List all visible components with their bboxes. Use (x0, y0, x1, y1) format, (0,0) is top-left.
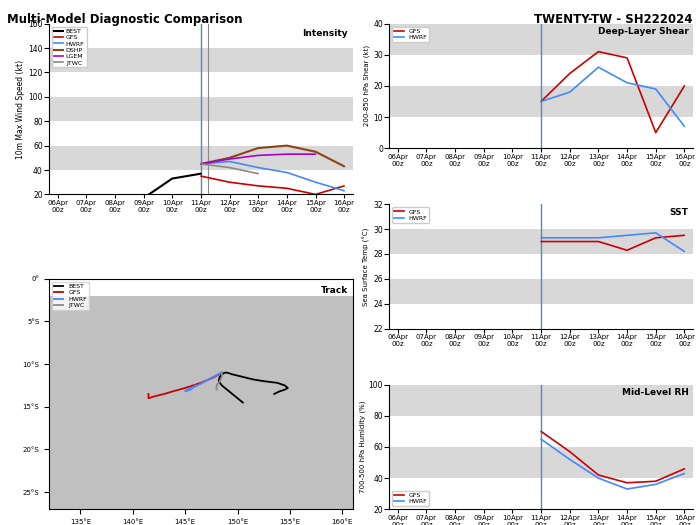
Y-axis label: 700-500 hPa Humidity (%): 700-500 hPa Humidity (%) (359, 401, 365, 493)
Bar (389, 86, 693, 117)
Bar (49, 145, 353, 170)
Text: Mid-Level RH: Mid-Level RH (622, 388, 688, 397)
Bar (49, 97, 353, 121)
Text: TWENTY-TW - SH222024: TWENTY-TW - SH222024 (535, 13, 693, 26)
Y-axis label: 10m Max Wind Speed (kt): 10m Max Wind Speed (kt) (17, 59, 25, 159)
Text: SST: SST (670, 208, 688, 217)
Bar (389, 229, 693, 254)
Text: Multi-Model Diagnostic Comparison: Multi-Model Diagnostic Comparison (7, 13, 242, 26)
Bar (389, 24, 693, 55)
Text: Deep-Layer Shear: Deep-Layer Shear (598, 27, 688, 36)
Text: Track: Track (321, 286, 348, 295)
Y-axis label: 200-850 hPa Shear (kt): 200-850 hPa Shear (kt) (364, 45, 370, 127)
Legend: BEST, GFS, HWRF, DSHP, LGEM, JTWC: BEST, GFS, HWRF, DSHP, LGEM, JTWC (52, 27, 87, 67)
Legend: GFS, HWRF: GFS, HWRF (393, 207, 429, 223)
Text: Intensity: Intensity (302, 29, 348, 38)
Legend: BEST, GFS, HWRF, JTWC: BEST, GFS, HWRF, JTWC (52, 282, 89, 310)
Y-axis label: Sea Surface Temp (°C): Sea Surface Temp (°C) (363, 227, 370, 306)
Bar (389, 385, 693, 416)
Legend: GFS, HWRF: GFS, HWRF (393, 27, 429, 42)
Bar (49, 48, 353, 72)
Bar (389, 447, 693, 478)
Legend: GFS, HWRF: GFS, HWRF (393, 491, 429, 506)
Bar (389, 279, 693, 304)
